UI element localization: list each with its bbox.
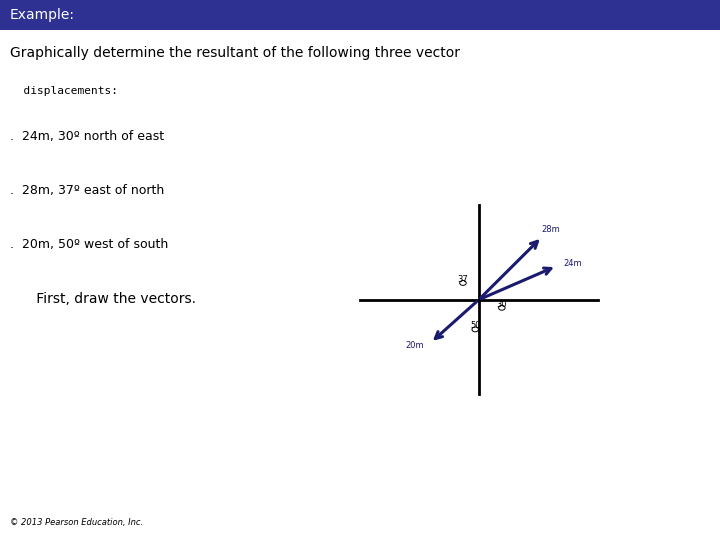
Text: .  20m, 50º west of south: . 20m, 50º west of south [10, 238, 168, 251]
Text: 37: 37 [458, 275, 468, 284]
Text: 28m: 28m [541, 225, 560, 234]
Text: First, draw the vectors.: First, draw the vectors. [10, 292, 196, 306]
Text: 50: 50 [470, 321, 480, 330]
Text: Graphically determine the resultant of the following three vector: Graphically determine the resultant of t… [10, 46, 460, 60]
Text: displacements:: displacements: [10, 86, 118, 97]
Bar [0, 0, 720, 30]
Text: Example:: Example: [10, 8, 75, 22]
Text: 30: 30 [497, 300, 507, 308]
Text: 24m: 24m [563, 259, 582, 268]
Text: .  28m, 37º east of north: . 28m, 37º east of north [10, 184, 164, 197]
Text: © 2013 Pearson Education, Inc.: © 2013 Pearson Education, Inc. [10, 517, 143, 526]
Text: 20m: 20m [405, 341, 424, 350]
Text: .  24m, 30º north of east: . 24m, 30º north of east [10, 130, 164, 143]
